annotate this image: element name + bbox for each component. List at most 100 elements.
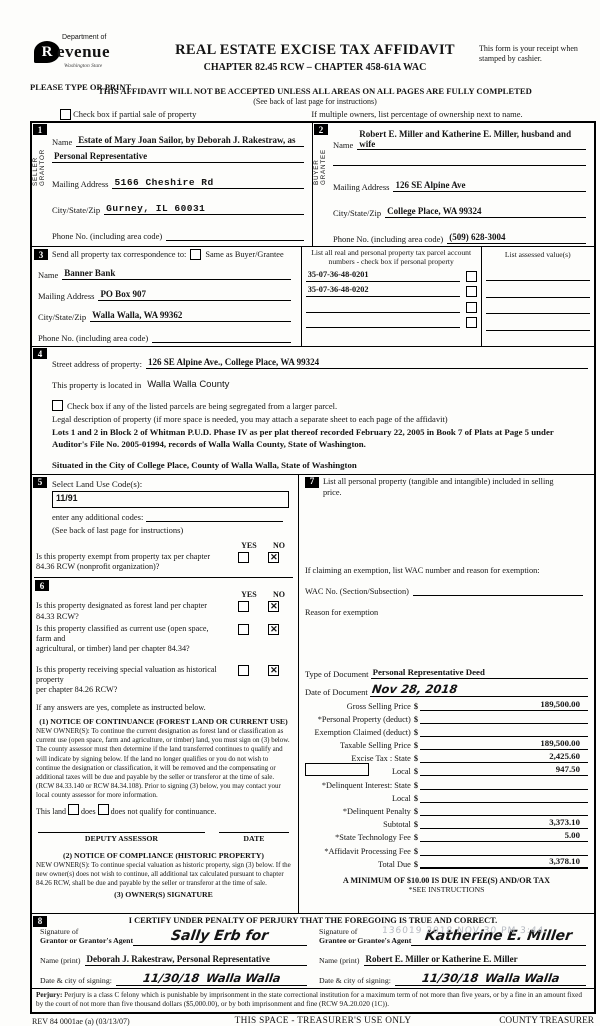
notice-continuance-title: (1) NOTICE OF CONTINUANCE (FOREST LAND O… [39, 717, 288, 727]
personal-property-deduct-field[interactable] [419, 712, 588, 724]
notice-continuance-body: NEW OWNER(S): To continue the current de… [36, 727, 290, 799]
forest-yes-checkbox[interactable] [238, 601, 250, 613]
exempt-yes-checkbox[interactable] [238, 551, 250, 563]
buyer-name-label: Name [333, 140, 354, 150]
historic-no-checkbox[interactable]: ✕ [268, 664, 280, 676]
land-use-code-field[interactable]: 11/91 [52, 490, 289, 508]
subtotal-field[interactable]: 3,373.10 [419, 817, 588, 830]
correspondence-label: Send all property tax correspondence to: [52, 250, 187, 259]
section-6: 6 YES NO Is this property designated as … [34, 577, 293, 913]
buyer-phone-label: Phone No. (including area code) [333, 234, 444, 244]
excise-tax-local-field[interactable]: 947.50 [419, 764, 588, 777]
buyer-address-field[interactable]: 126 SE Alpine Ave [393, 180, 586, 192]
buyer-name-field-line2[interactable] [333, 154, 586, 166]
does-qualify-checkbox[interactable] [68, 804, 79, 815]
corr-address-field[interactable]: PO Box 907 [98, 289, 291, 301]
corr-city-label: City/State/Zip [38, 312, 87, 322]
does-not-qualify-checkbox[interactable] [97, 804, 109, 815]
seller-address-field[interactable]: 5166 Cheshire Rd [112, 177, 304, 189]
buyer-phone-field[interactable]: (509) 628-3004 [447, 232, 586, 244]
additional-codes-field[interactable] [146, 520, 283, 522]
state-technology-fee-field[interactable]: 5.00 [419, 830, 588, 843]
personal-property-label: List all personal property (tangible and… [322, 476, 554, 497]
county-field[interactable]: Walla Walla County [147, 379, 230, 390]
exemption-claimed-field[interactable] [419, 725, 588, 737]
parcel-number-field[interactable] [305, 316, 460, 329]
form-header: Department of R evenue Washington State … [30, 34, 596, 106]
buyer-grantee-side-label: BUYER GRANTEE [313, 149, 327, 186]
partial-sale-checkbox[interactable] [60, 108, 71, 120]
money-row-excise-local: Local $ 947.50 [304, 763, 588, 777]
seller-phone-field[interactable] [166, 229, 304, 241]
money-row-taxable: Taxable Selling Price $ 189,500.00 [305, 737, 588, 751]
same-as-buyer-checkbox[interactable] [190, 249, 202, 260]
grantor-signature-field[interactable]: Sally Erb for [133, 927, 307, 946]
receipt-note: This form is your receipt when stamped b… [479, 44, 578, 63]
total-due-field[interactable]: 3,378.10 [419, 856, 588, 869]
parcel-personal-checkbox[interactable] [465, 270, 477, 282]
exempt-no-checkbox[interactable]: ✕ [268, 551, 280, 563]
see-instructions-footnote: *SEE INSTRUCTIONS [408, 884, 485, 894]
acceptance-notice: THIS AFFIDAVIT WILL NOT BE ACCEPTED UNLE… [98, 86, 532, 96]
certification-section: 8 I CERTIFY UNDER PENALTY OF PERJURY THA… [32, 912, 594, 988]
seller-name-field-line2[interactable]: Personal Representative [52, 151, 304, 163]
buyer-city-field[interactable]: College Place, WA 99324 [385, 206, 586, 218]
date-of-document-field[interactable]: Nov 28, 2018 [369, 682, 588, 698]
money-row-personal-deduct: *Personal Property (deduct) $ [305, 711, 588, 724]
corr-city-field[interactable]: Walla Walla, WA 99362 [90, 310, 291, 322]
grantee-signature-field[interactable]: Katherine E. Miller [411, 927, 586, 946]
money-row-tech-fee: *State Technology Fee $ 5.00 [305, 829, 588, 843]
parcel-number-field[interactable] [305, 301, 460, 313]
parcel-number-field[interactable]: 35-07-36-48-0202 [305, 285, 460, 298]
tax-correspondence-section: 3 Send all property tax correspondence t… [32, 247, 594, 347]
corr-phone-field[interactable] [152, 331, 291, 343]
additional-codes-label: enter any additional codes: [52, 511, 144, 522]
deputy-assessor-line[interactable]: DEPUTY ASSESSOR [38, 832, 205, 843]
form-footer: REV 84 0001ae (a) (03/13/07) THIS SPACE … [30, 1016, 596, 1026]
current-use-yes-checkbox[interactable] [238, 623, 250, 635]
grantee-print-name-field[interactable]: Robert E. Miller or Katherine E. Miller [363, 954, 586, 966]
parcel-personal-checkbox[interactable] [465, 317, 477, 329]
parcel-number-field[interactable]: 35-07-36-48-0201 [305, 270, 460, 282]
affidavit-processing-fee-field[interactable] [419, 844, 588, 856]
seller-phone-label: Phone No. (including area code) [52, 231, 163, 241]
gross-selling-price-field[interactable]: 189,500.00 [419, 699, 588, 711]
grantor-print-name-field[interactable]: Deborah J. Rakestraw, Personal Represent… [84, 954, 307, 966]
located-in-label: This property is located in [52, 380, 142, 390]
forest-no-checkbox[interactable]: ✕ [268, 601, 280, 613]
dept-of-revenue-logo: Department of R evenue Washington State [34, 34, 110, 69]
assessed-values-column: List assessed value(s) [482, 247, 594, 346]
assessed-value-field[interactable] [485, 301, 590, 315]
minimum-due-note: A MINIMUM OF $10.00 IS DUE IN FEE(S) AND… [342, 875, 551, 885]
corr-name-field[interactable]: Banner Bank [62, 268, 291, 280]
parcel-personal-checkbox[interactable] [465, 301, 477, 313]
same-as-buyer-label: Same as Buyer/Grantee [205, 250, 284, 259]
seller-city-field[interactable]: Gurney, IL 60031 [104, 203, 304, 215]
buyer-name-field[interactable]: Robert E. Miller and Katherine E. Miller… [357, 129, 586, 150]
seller-name-field[interactable]: Estate of Mary Joan Sailor, by Deborah J… [76, 135, 304, 147]
type-of-document-field[interactable]: Personal Representative Deed [370, 667, 588, 680]
money-row-gross: Gross Selling Price $ 189,500.00 [305, 697, 588, 711]
delinquent-penalty-field[interactable] [419, 804, 588, 816]
assessed-value-field[interactable] [485, 268, 590, 282]
taxable-selling-price-field[interactable]: 189,500.00 [419, 738, 588, 751]
delinquent-interest-state-field[interactable] [419, 778, 588, 790]
wac-number-field[interactable] [412, 595, 583, 597]
historic-yes-checkbox[interactable] [238, 664, 250, 676]
segregated-checkbox[interactable] [52, 400, 63, 411]
delinquent-interest-local-field[interactable] [419, 791, 588, 803]
current-use-no-checkbox[interactable]: ✕ [268, 623, 280, 635]
deputy-date-line[interactable]: DATE [218, 832, 289, 843]
logo-department-of: Department of [62, 34, 107, 41]
section-7-number: 7 [304, 476, 319, 488]
excise-tax-state-field[interactable]: 2,425.60 [419, 751, 588, 764]
assessed-value-field[interactable] [485, 318, 590, 331]
assessed-value-field[interactable] [485, 285, 590, 298]
affidavit-form: Department of R evenue Washington State … [30, 34, 596, 1026]
logo-washington-state: Washington State [64, 63, 103, 69]
owners-signature-title: (3) OWNER(S) SIGNATURE [114, 890, 213, 900]
parcel-personal-checkbox[interactable] [465, 286, 477, 298]
legal-description-field[interactable]: Lots 1 and 2 in Block 2 of Whitman P.U.D… [52, 427, 554, 449]
street-address-field[interactable]: 126 SE Alpine Ave., College Place, WA 99… [145, 357, 588, 369]
land-use-column: 5 Select Land Use Code(s): 11/91 enter a… [32, 474, 299, 913]
